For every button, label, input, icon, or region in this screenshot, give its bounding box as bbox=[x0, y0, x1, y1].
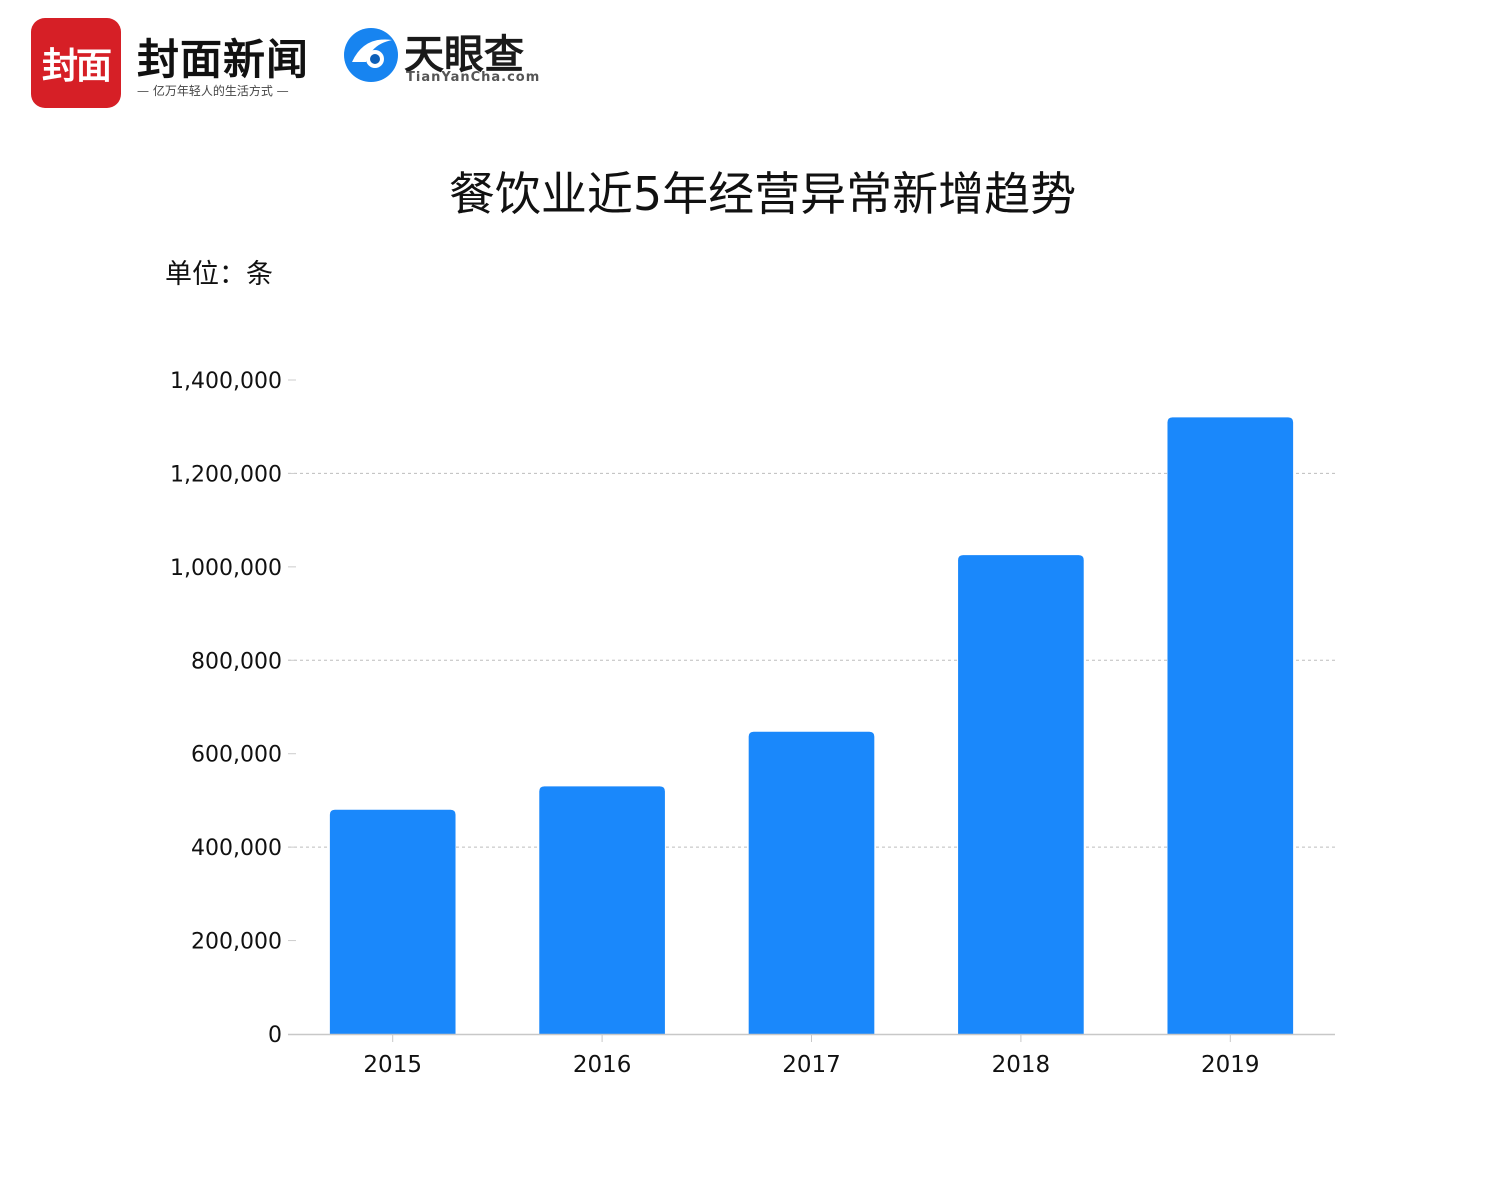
y-tick-label: 0 bbox=[268, 1023, 282, 1048]
bar-2019 bbox=[1167, 417, 1294, 1034]
bars bbox=[329, 417, 1294, 1034]
tianyancha-brand-name: 天眼查 bbox=[404, 32, 524, 78]
bar-2015 bbox=[329, 809, 456, 1034]
unit-label: 单位：条 bbox=[165, 259, 273, 290]
fengmian-logo-text: 封面 bbox=[41, 45, 112, 87]
y-tick-label: 200,000 bbox=[191, 930, 282, 955]
y-tick-label: 600,000 bbox=[191, 743, 282, 768]
header: 封面 封面新闻 — 亿万年轻人的生活方式 — 天眼查 TianYanCha.co… bbox=[0, 0, 1500, 120]
y-tick-label: 1,400,000 bbox=[170, 369, 282, 394]
fengmian-brand-name: 封面新闻 bbox=[137, 35, 310, 84]
fengmian-slogan: — 亿万年轻人的生活方式 — bbox=[137, 84, 289, 98]
tianyancha-domain: TianYanCha.com bbox=[406, 70, 541, 85]
y-tick-label: 1,000,000 bbox=[170, 556, 282, 581]
tianyancha-eye-icon bbox=[344, 28, 398, 82]
x-axis: 2015 2016 2017 2018 2019 bbox=[288, 1033, 1335, 1078]
bar-2016 bbox=[539, 786, 665, 1034]
y-tick-label: 800,000 bbox=[191, 649, 282, 674]
x-tick-label: 2018 bbox=[992, 1052, 1051, 1078]
x-tick-label: 2019 bbox=[1201, 1052, 1260, 1078]
chart-title: 餐饮业近5年经营异常新增趋势 bbox=[448, 167, 1077, 221]
y-tick-label: 400,000 bbox=[191, 836, 282, 861]
x-tick-label: 2016 bbox=[573, 1052, 632, 1078]
y-tick-label: 1,200,000 bbox=[170, 462, 282, 487]
bar-2017 bbox=[748, 731, 875, 1034]
bar-2018 bbox=[958, 555, 1084, 1034]
x-tick-label: 2015 bbox=[363, 1052, 422, 1078]
x-tick-label: 2017 bbox=[782, 1052, 841, 1078]
fengmian-logo: 封面 bbox=[31, 18, 121, 108]
y-axis: 0 200,000 400,000 600,000 800,000 1,000,000 1,… bbox=[170, 369, 296, 1048]
